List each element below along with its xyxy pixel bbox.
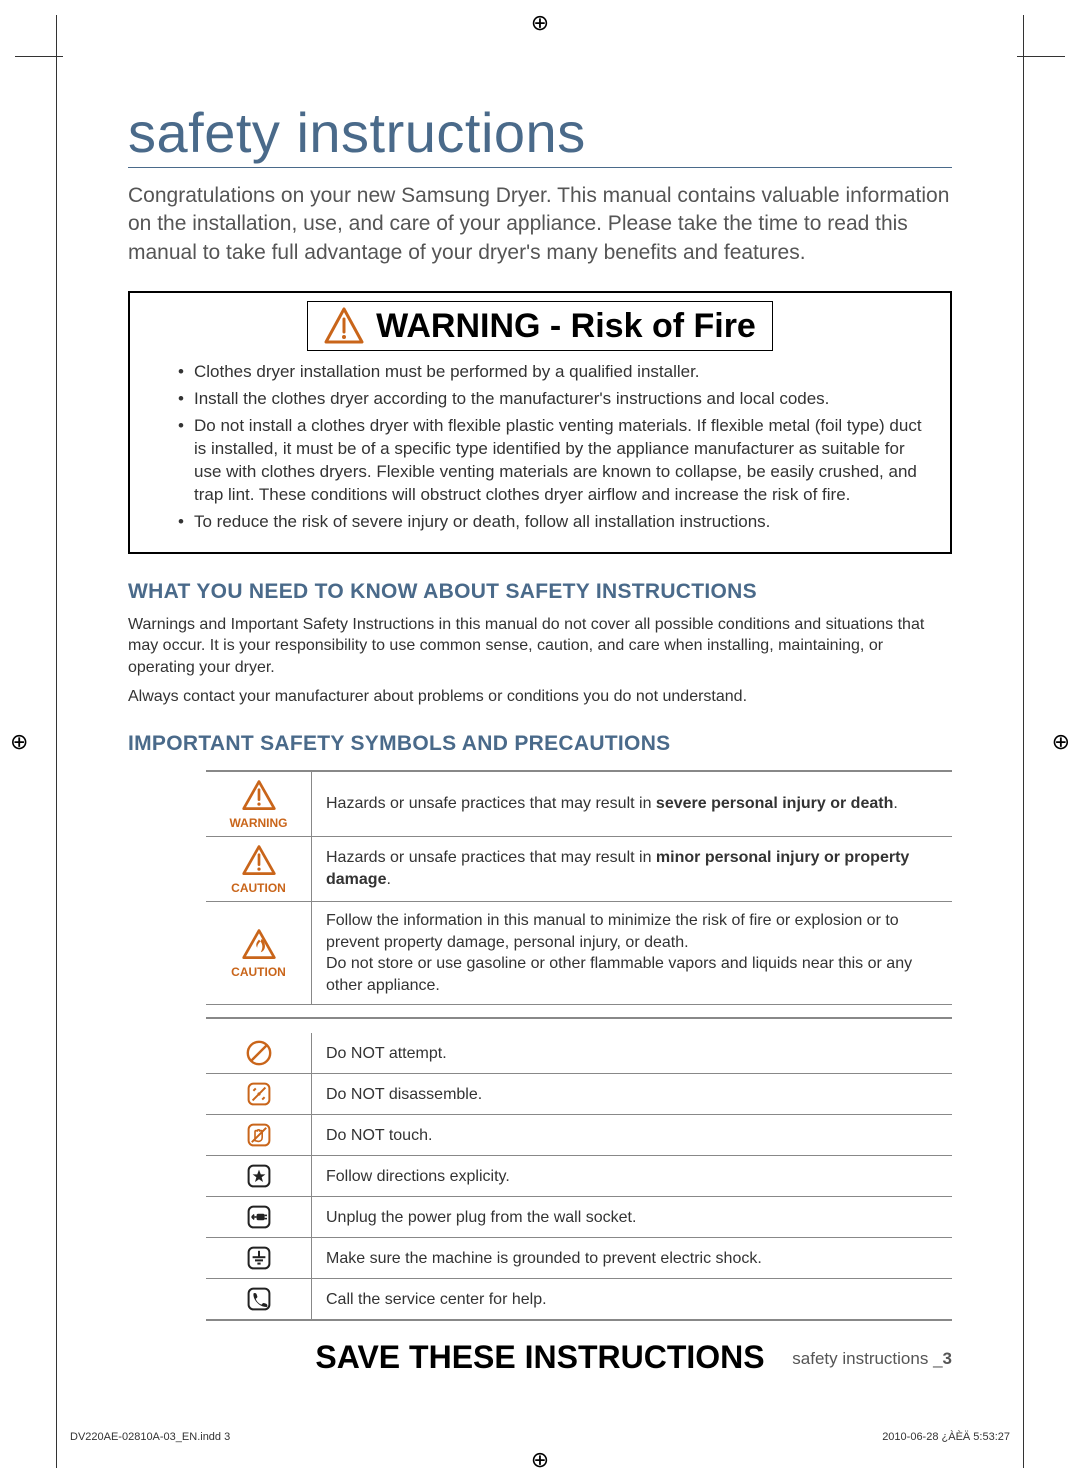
desc-pre: Follow the information in this manual to… [326,910,938,996]
table-row: CAUTION Follow the information in this m… [206,902,952,1005]
desc-post: . [893,795,897,812]
table-row: Follow directions explicity. [206,1156,952,1197]
table-row: Make sure the machine is grounded to pre… [206,1238,952,1279]
page-title: safety instructions [128,100,952,168]
symbol-description: Do NOT attempt. [312,1033,952,1073]
symbol-cell [206,1033,312,1073]
imprint-filename: DV220AE-02810A-03_EN.indd 3 [70,1431,230,1443]
no-disassemble-icon [243,1078,275,1110]
section-heading: IMPORTANT SAFETY SYMBOLS AND PRECAUTIONS [128,732,952,756]
warning-title-row: WARNING - Risk of Fire [152,301,928,351]
symbol-description: Follow the information in this manual to… [312,902,952,1004]
table-row: Do NOT attempt. [206,1033,952,1074]
warning-triangle-icon [241,778,277,814]
symbol-cell: CAUTION [206,902,312,1004]
symbol-cell [206,1279,312,1319]
table-row: Call the service center for help. [206,1279,952,1321]
symbol-description: Follow directions explicity. [312,1156,952,1196]
symbol-cell [206,1156,312,1196]
unplug-icon [243,1201,275,1233]
desc-post: . [386,871,390,888]
call-service-icon [243,1283,275,1315]
symbol-description: Make sure the machine is grounded to pre… [312,1238,952,1278]
symbol-cell: WARNING [206,772,312,836]
registration-mark-icon: ⊕ [1052,729,1070,755]
body-paragraph: Warnings and Important Safety Instructio… [128,614,952,679]
desc-bold: severe personal injury or death [656,795,893,812]
registration-mark-icon: ⊕ [531,1447,549,1473]
symbol-description: Hazards or unsafe practices that may res… [312,772,952,836]
warning-title-border: WARNING - Risk of Fire [307,301,773,351]
crop-mark [15,56,63,57]
warning-triangle-icon [324,306,364,346]
body-paragraph: Always contact your manufacturer about p… [128,686,952,708]
footer-text: safety instructions _ [792,1349,942,1368]
registration-mark-icon: ⊕ [10,729,28,755]
crop-mark [1017,56,1065,57]
table-row: Do NOT disassemble. [206,1074,952,1115]
imprint-timestamp: 2010-06-28 ¿ÀÈÄ 5:53:27 [882,1431,1010,1443]
no-touch-icon [243,1119,275,1151]
crop-mark [1023,15,1024,1468]
symbol-description: Unplug the power plug from the wall sock… [312,1197,952,1237]
warning-bullet: Do not install a clothes dryer with flex… [194,415,928,507]
symbol-cell [206,1115,312,1155]
registration-mark-icon: ⊕ [531,10,549,36]
desc-pre: Hazards or unsafe practices that may res… [326,849,656,866]
follow-directions-icon [243,1160,275,1192]
symbol-label: CAUTION [231,881,286,895]
section-heading: WHAT YOU NEED TO KNOW ABOUT SAFETY INSTR… [128,580,952,604]
table-row: Unplug the power plug from the wall sock… [206,1197,952,1238]
desc-pre: Hazards or unsafe practices that may res… [326,795,656,812]
crop-mark [56,15,57,1468]
symbol-description: Do NOT touch. [312,1115,952,1155]
symbol-cell: CAUTION [206,837,312,901]
footer-page-number: 3 [943,1349,952,1368]
caution-triangle-icon [241,843,277,879]
warning-box: WARNING - Risk of Fire Clothes dryer ins… [128,291,952,554]
symbol-table-primary: WARNING Hazards or unsafe practices that… [206,770,952,1019]
footer-page-label: safety instructions _3 [792,1349,952,1369]
symbol-description: Hazards or unsafe practices that may res… [312,837,952,901]
warning-bullet: To reduce the risk of severe injury or d… [194,511,928,534]
fire-caution-triangle-icon [241,927,277,963]
symbol-description: Call the service center for help. [312,1279,952,1319]
symbol-label: WARNING [230,816,288,830]
table-row: Do NOT touch. [206,1115,952,1156]
table-gap [206,1005,952,1019]
symbol-description: Do NOT disassemble. [312,1074,952,1114]
warning-bullet: Clothes dryer installation must be perfo… [194,361,928,384]
symbol-table-secondary: Do NOT attempt. Do NOT disassemble. [206,1033,952,1321]
table-row: WARNING Hazards or unsafe practices that… [206,772,952,837]
table-row: CAUTION Hazards or unsafe practices that… [206,837,952,902]
warning-bullet: Install the clothes dryer according to t… [194,388,928,411]
warning-bullets: Clothes dryer installation must be perfo… [152,361,928,534]
ground-icon [243,1242,275,1274]
symbol-label: CAUTION [231,965,286,979]
symbol-cell [206,1238,312,1278]
symbol-cell [206,1197,312,1237]
intro-paragraph: Congratulations on your new Samsung Drye… [128,182,952,267]
symbol-cell [206,1074,312,1114]
warning-title: WARNING - Risk of Fire [376,307,756,346]
page-content: safety instructions Congratulations on y… [128,100,952,1376]
prohibit-icon [243,1037,275,1069]
